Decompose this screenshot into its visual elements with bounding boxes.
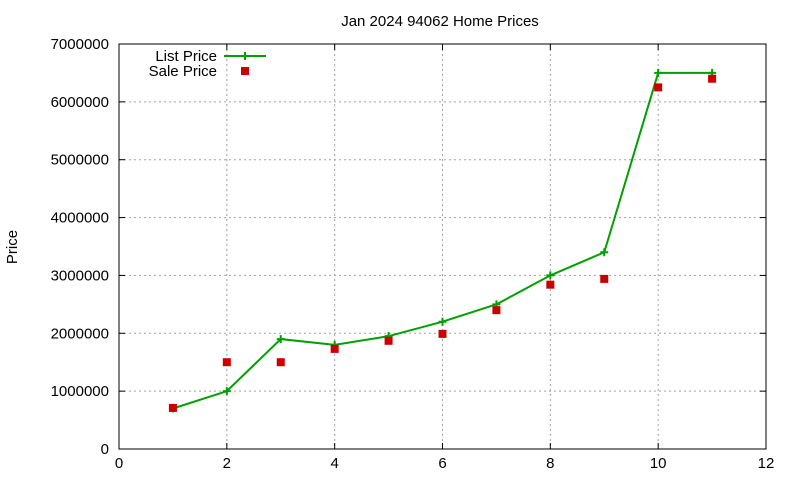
y-tick-label: 7000000 <box>51 36 109 53</box>
legend-list-price-label: List Price <box>155 48 217 65</box>
legend-list-price-marker <box>241 52 249 60</box>
sale-price-point <box>600 274 609 283</box>
axis-ticks: 0 2 4 6 8 10 12 0 1000000 2000000 3000000 4000000 50… <box>51 36 775 472</box>
list-price-point <box>600 248 609 257</box>
x-tick-label: 12 <box>758 455 775 472</box>
sale-price-point <box>168 403 177 412</box>
y-tick-label: 0 <box>101 441 109 458</box>
x-tick-label: 10 <box>650 455 667 472</box>
legend-sale-price-label: Sale Price <box>149 63 217 80</box>
y-tick-label: 6000000 <box>51 94 109 111</box>
list-price-point <box>546 271 555 280</box>
list-price-point <box>276 335 285 344</box>
x-tick-label: 8 <box>546 455 554 472</box>
y-tick-label: 4000000 <box>51 210 109 227</box>
series-layer <box>168 68 717 413</box>
y-tick-label: 5000000 <box>51 152 109 169</box>
x-tick-label: 0 <box>115 455 123 472</box>
x-tick-label: 2 <box>223 455 231 472</box>
sale-price-point <box>276 358 285 367</box>
y-axis-label: Price <box>4 230 21 264</box>
list-price-point <box>222 387 231 396</box>
x-tick-label: 6 <box>438 455 446 472</box>
sale-price-point <box>708 74 717 83</box>
sale-price-point <box>384 336 393 345</box>
sale-price-point <box>222 358 231 367</box>
y-tick-label: 3000000 <box>51 267 109 284</box>
sale-price-point <box>654 83 663 92</box>
list-price-point <box>654 68 663 77</box>
x-tick-label: 4 <box>330 455 338 472</box>
legend-sale-price-marker <box>241 67 249 75</box>
chart-title: Jan 2024 94062 Home Prices <box>341 13 539 30</box>
sale-price-point <box>330 344 339 353</box>
sale-price-point <box>546 280 555 289</box>
plot-frame <box>118 43 767 450</box>
list-price-point <box>438 317 447 326</box>
y-tick-label: 2000000 <box>51 325 109 342</box>
sale-price-point <box>492 306 501 315</box>
sale-price-point <box>438 329 447 338</box>
y-tick-label: 1000000 <box>51 383 109 400</box>
grid-lines <box>119 44 766 449</box>
